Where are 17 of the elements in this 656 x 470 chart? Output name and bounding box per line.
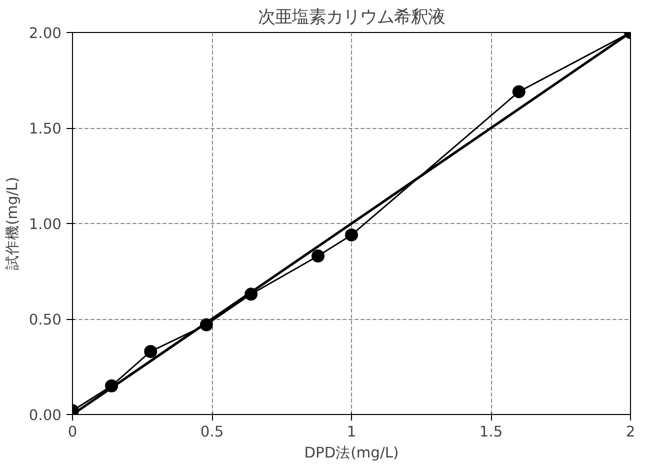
chart-title: 次亜塩素カリウム希釈液: [258, 8, 445, 28]
y-tick-label: 0.50: [28, 312, 62, 328]
x-tick-label: 0: [68, 424, 78, 440]
point: [512, 85, 526, 98]
y-tick-label: 2.00: [28, 25, 62, 42]
y-tick-label: 1.00: [28, 216, 62, 233]
x-tick-label: 0.5: [200, 424, 224, 440]
x-tick-label: 2: [626, 424, 636, 440]
point: [345, 228, 358, 242]
x-axis-title: DPD法(mg/L): [304, 444, 399, 462]
x-tick-label: 1.5: [479, 424, 503, 440]
x-tick-label: 1: [346, 424, 356, 440]
y-axis-title: 試作機(mg/L): [4, 176, 21, 270]
y-tick-label: 1.50: [28, 120, 62, 138]
point: [144, 344, 158, 358]
point: [312, 249, 325, 262]
y-tick-label: 0.00: [28, 407, 62, 424]
